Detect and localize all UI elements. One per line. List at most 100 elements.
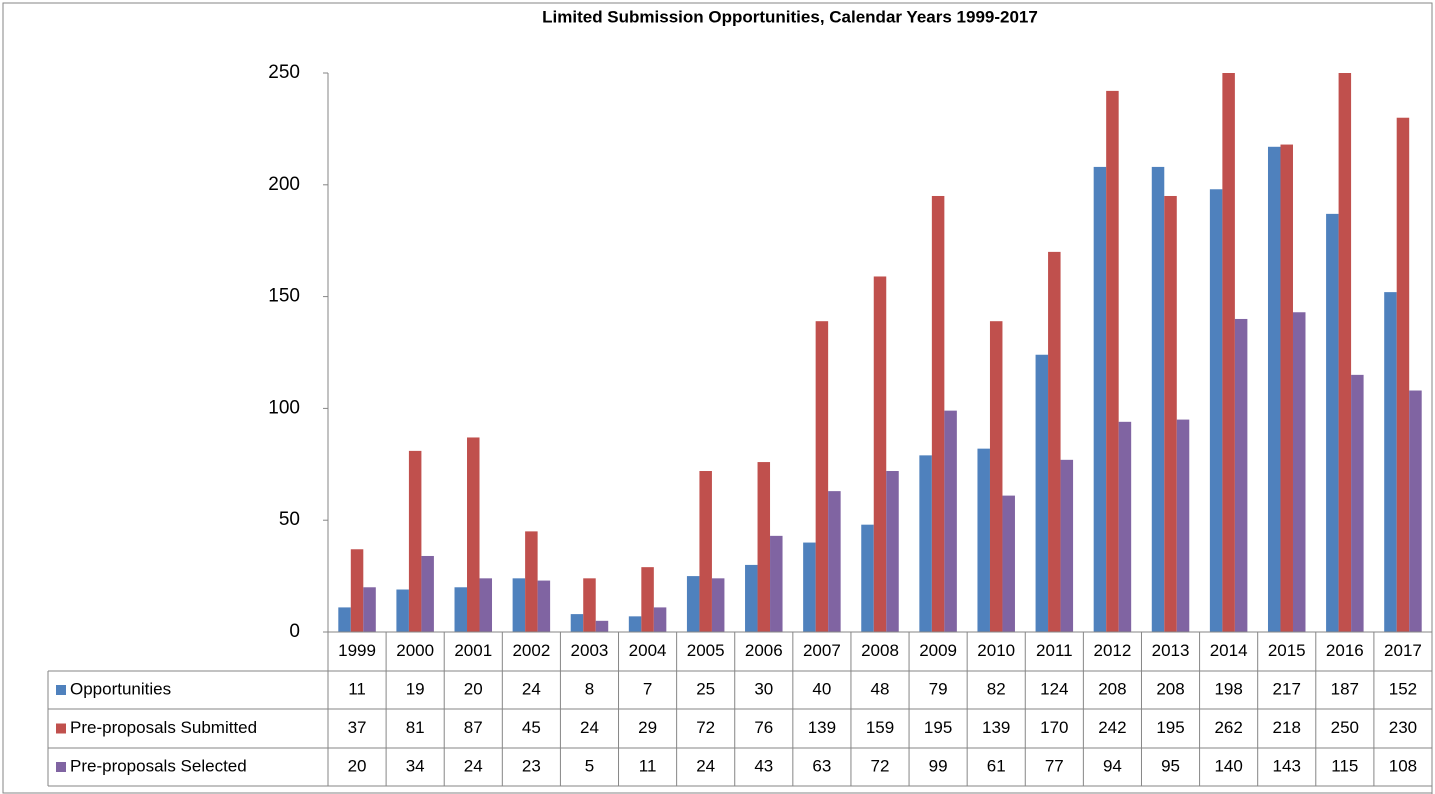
bar	[454, 587, 468, 632]
x-tick-label: 2013	[1152, 641, 1190, 660]
legend-label: Pre-proposals Selected	[70, 756, 247, 775]
bar	[1292, 312, 1306, 632]
legend-label: Opportunities	[70, 679, 171, 698]
x-tick-label: 2002	[512, 641, 550, 660]
bar	[757, 462, 771, 632]
x-tick-label: 2003	[571, 641, 609, 660]
table-value: 195	[924, 718, 952, 737]
table-value: 48	[871, 679, 890, 698]
x-tick-label: 2005	[687, 641, 725, 660]
y-tick-label: 50	[279, 509, 300, 530]
x-tick-label: 2015	[1268, 641, 1306, 660]
table-value: 230	[1389, 718, 1417, 737]
table-value: 94	[1103, 756, 1122, 775]
bar	[770, 535, 783, 632]
table-value: 24	[464, 756, 483, 775]
bar	[479, 578, 493, 632]
table-value: 40	[812, 679, 831, 698]
x-tick-label: 2011	[1036, 641, 1073, 660]
bar	[628, 616, 642, 632]
bar	[512, 578, 526, 632]
bar	[421, 555, 434, 632]
table-value: 25	[696, 679, 715, 698]
legend-swatch	[56, 723, 66, 734]
table-value: 11	[639, 756, 657, 775]
x-tick-label: 2010	[977, 641, 1015, 660]
bar	[1326, 213, 1339, 632]
bar	[919, 455, 932, 632]
table-value: 37	[348, 718, 367, 737]
legend-swatch	[56, 762, 66, 772]
bar	[873, 276, 887, 632]
table-value: 19	[406, 679, 425, 698]
table-value: 79	[929, 679, 948, 698]
table-value: 187	[1331, 679, 1359, 698]
table-value: 82	[987, 679, 1006, 698]
table-value: 81	[406, 718, 425, 737]
bar	[537, 580, 551, 632]
table-value: 170	[1040, 718, 1068, 737]
x-tick-label: 2007	[803, 641, 841, 660]
table-value: 250	[1331, 718, 1359, 737]
y-tick-label: 200	[268, 174, 300, 195]
table-value: 208	[1098, 679, 1126, 698]
x-tick-label: 2004	[629, 641, 667, 660]
x-tick-label: 2012	[1094, 641, 1132, 660]
table-value: 30	[754, 679, 773, 698]
bar	[363, 587, 376, 632]
table-value: 139	[808, 718, 836, 737]
bar	[1267, 146, 1281, 632]
table-value: 140	[1214, 756, 1242, 775]
table-value: 20	[464, 679, 483, 698]
bar	[931, 195, 945, 632]
legend-label: Pre-proposals Submitted	[70, 718, 257, 737]
bar	[1384, 292, 1397, 632]
table-value: 99	[929, 756, 948, 775]
table-value: 77	[1045, 756, 1064, 775]
bar	[699, 471, 712, 632]
table-value: 152	[1389, 679, 1417, 698]
legend-swatch	[56, 685, 66, 695]
table-value: 208	[1156, 679, 1184, 698]
table-value: 34	[406, 756, 425, 775]
bar	[1176, 419, 1190, 632]
bar	[408, 450, 422, 632]
table-value: 24	[580, 718, 599, 737]
bar	[815, 321, 829, 632]
table-value: 159	[866, 718, 894, 737]
bar	[944, 410, 957, 632]
table-value: 29	[638, 718, 657, 737]
table-value: 72	[871, 756, 890, 775]
x-tick-label: 1999	[338, 641, 376, 660]
bar	[886, 471, 899, 632]
bar	[1338, 73, 1352, 632]
table-value: 63	[812, 756, 831, 775]
x-tick-label: 2009	[919, 641, 957, 660]
table-value: 24	[522, 679, 541, 698]
bar	[1048, 251, 1061, 632]
table-value: 124	[1040, 679, 1068, 698]
table-value: 76	[754, 718, 773, 737]
table-value: 45	[522, 718, 541, 737]
bar	[711, 578, 725, 632]
table-value: 139	[982, 718, 1010, 737]
bar	[1093, 166, 1107, 632]
table-value: 24	[696, 756, 715, 775]
bar	[641, 567, 654, 632]
bar	[1118, 421, 1132, 632]
bar	[803, 542, 816, 632]
table-value: 143	[1273, 756, 1301, 775]
table-value: 11	[348, 679, 366, 698]
x-tick-label: 2006	[745, 641, 783, 660]
table-value: 115	[1331, 756, 1358, 775]
x-tick-label: 2001	[454, 641, 492, 660]
bar	[989, 321, 1003, 632]
table-value: 20	[348, 756, 367, 775]
bar	[1002, 495, 1015, 632]
table-value: 7	[643, 679, 652, 698]
bar	[1209, 189, 1223, 632]
bar	[1151, 166, 1165, 632]
bar	[828, 491, 841, 632]
